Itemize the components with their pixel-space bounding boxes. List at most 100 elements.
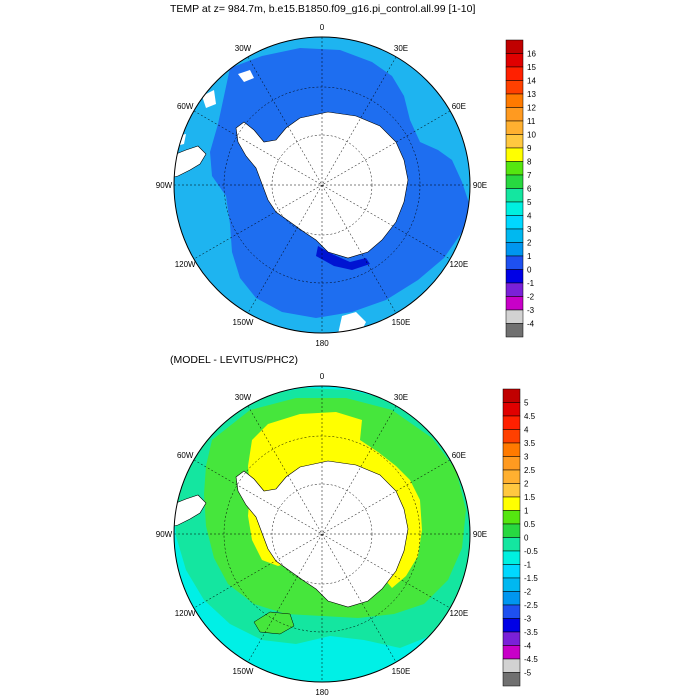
colorbar-top-swatch bbox=[505, 107, 524, 122]
colorbar-bottom-label: -3 bbox=[524, 615, 532, 624]
colorbar-top-label: 12 bbox=[527, 104, 536, 113]
colorbar-top-label: 11 bbox=[527, 117, 536, 126]
bottom-lon-label: 120E bbox=[449, 609, 468, 618]
colorbar-bottom-label: 0 bbox=[524, 534, 529, 543]
colorbar-bottom-swatch bbox=[502, 604, 521, 619]
colorbar-bottom-label: 1 bbox=[524, 507, 529, 516]
bottom-lon-label: 120W bbox=[175, 609, 196, 618]
colorbar-bottom-label: -4.5 bbox=[524, 655, 538, 664]
bottom-lon-label: 150E bbox=[392, 667, 411, 676]
colorbar-bottom-label: 5 bbox=[524, 399, 529, 408]
colorbar-top-label: -3 bbox=[527, 306, 535, 315]
top-lon-label: 120E bbox=[449, 260, 468, 269]
bottom-lon-label: 30W bbox=[235, 393, 252, 402]
colorbar-top-label: 16 bbox=[527, 50, 536, 59]
map-title-bottom: (MODEL - LEVITUS/PHC2) bbox=[170, 354, 298, 366]
top-lon-label: 180 bbox=[315, 339, 329, 348]
top-lon-label: 30W bbox=[235, 44, 252, 53]
bottom-lon-label: 90E bbox=[473, 530, 487, 539]
colorbar-bottom-label: -0.5 bbox=[524, 547, 538, 556]
colorbar-top-swatch bbox=[505, 120, 524, 135]
colorbar-bottom-swatch bbox=[502, 672, 521, 687]
colorbar-bottom-swatch bbox=[502, 388, 521, 403]
colorbar-top-label: 6 bbox=[527, 185, 532, 194]
bottom-lon-label: 60E bbox=[452, 451, 466, 460]
colorbar-top-label: 3 bbox=[527, 225, 532, 234]
top-lon-label: 30E bbox=[394, 44, 408, 53]
colorbar-top-label: 2 bbox=[527, 239, 532, 248]
longitude-labels-top: 0 30E 60E 90E 120E 150E 180 150W 120W 90W 60W 30W bbox=[156, 23, 487, 348]
colorbar-bottom: 5 4.5 4 3.5 3 2.5 2 1.5 1 0.5 0 -0.5 -1 -1.5 -2 -2.5 -3 -… bbox=[502, 388, 538, 687]
colorbar-top-label: -4 bbox=[527, 320, 535, 329]
south-america-tip bbox=[174, 145, 207, 179]
colorbar-bottom-label: 0.5 bbox=[524, 520, 536, 529]
colorbar-bottom-swatch bbox=[502, 456, 521, 471]
colorbar-top-label: -2 bbox=[527, 293, 535, 302]
map-title-top: TEMP at z= 984.7m, b.e15.B1850.f09_g16.p… bbox=[170, 3, 476, 15]
graticule-bottom bbox=[174, 386, 470, 682]
map-frame-top bbox=[173, 36, 471, 334]
colorbar-top-swatch bbox=[505, 323, 524, 338]
colorbar-bottom-label: 2.5 bbox=[524, 466, 536, 475]
colorbar-bottom-swatch bbox=[502, 591, 521, 606]
colorbar-bottom-label: -2 bbox=[524, 588, 532, 597]
colorbar-bottom-swatch bbox=[502, 645, 521, 660]
top-lon-label: 60E bbox=[452, 102, 466, 111]
colorbar-top-label: 7 bbox=[527, 171, 532, 180]
colorbar-top-swatch bbox=[505, 309, 524, 324]
colorbar-bottom-swatch bbox=[502, 523, 521, 538]
longitude-labels-bottom: 0 30E 60E 90E 120E 150E 180 150W 120W 90W 60W 30W bbox=[156, 372, 487, 697]
colorbar-top-swatch bbox=[505, 228, 524, 243]
top-lon-label: 120W bbox=[175, 260, 196, 269]
colorbar-top-label: 1 bbox=[527, 252, 532, 261]
colorbar-top-swatch bbox=[505, 80, 524, 95]
top-lon-label: 0 bbox=[320, 23, 325, 32]
colorbar-bottom-label: -3.5 bbox=[524, 628, 538, 637]
colorbar-top-swatch bbox=[505, 242, 524, 257]
bottom-lon-label: 0 bbox=[320, 372, 325, 381]
colorbar-bottom-swatch bbox=[502, 415, 521, 430]
colorbar-top-label: 13 bbox=[527, 90, 536, 99]
colorbar-bottom-label: 1.5 bbox=[524, 493, 536, 502]
top-lon-label: 60W bbox=[177, 102, 194, 111]
colorbar-top-label: 4 bbox=[527, 212, 532, 221]
colorbar-bottom-swatch bbox=[502, 658, 521, 673]
colorbar-bottom-swatch bbox=[502, 537, 521, 552]
colorbar-bottom-label: 3 bbox=[524, 453, 529, 462]
colorbar-bottom-swatch bbox=[502, 577, 521, 592]
bottom-lon-label: 180 bbox=[315, 688, 329, 697]
colorbar-bottom-swatch bbox=[502, 496, 521, 511]
colorbar-top-label: 0 bbox=[527, 266, 532, 275]
colorbar-bottom-swatch bbox=[502, 402, 521, 417]
bottom-lon-label: 30E bbox=[394, 393, 408, 402]
colorbar-bottom-label: -2.5 bbox=[524, 601, 538, 610]
colorbar-bottom-swatch bbox=[502, 429, 521, 444]
colorbar-bottom-swatch bbox=[502, 510, 521, 525]
map-top: 0 30E 60E 90E 120E 150E 180 150W 120W 90W 60W 30W bbox=[156, 23, 487, 348]
colorbar-top-label: 14 bbox=[527, 77, 536, 86]
colorbar-top-swatch bbox=[505, 201, 524, 216]
colorbar-bottom-label: -1.5 bbox=[524, 574, 538, 583]
colorbar-top-swatch bbox=[505, 39, 524, 54]
colorbar-top-swatch bbox=[505, 282, 524, 297]
colorbar-top-label: -1 bbox=[527, 279, 535, 288]
map-frame-bottom bbox=[173, 385, 471, 683]
graticule-top bbox=[174, 37, 470, 333]
colorbar-top-swatch bbox=[505, 134, 524, 149]
colorbar-top-swatch bbox=[505, 93, 524, 108]
colorbar-top-label: 10 bbox=[527, 131, 536, 140]
colorbar-top-swatch bbox=[505, 269, 524, 284]
top-lon-label: 90E bbox=[473, 181, 487, 190]
colorbar-top-swatch bbox=[505, 215, 524, 230]
colorbar-bottom-swatch bbox=[502, 469, 521, 484]
colorbar-top-label: 9 bbox=[527, 144, 532, 153]
colorbar-top-label: 5 bbox=[527, 198, 532, 207]
colorbar-bottom-swatch bbox=[502, 442, 521, 457]
colorbar-bottom-swatch bbox=[502, 618, 521, 633]
colorbar-bottom-swatch bbox=[502, 631, 521, 646]
colorbar-bottom-label: -1 bbox=[524, 561, 532, 570]
colorbar-bottom-label: -4 bbox=[524, 642, 532, 651]
colorbar-top-swatch bbox=[505, 53, 524, 68]
